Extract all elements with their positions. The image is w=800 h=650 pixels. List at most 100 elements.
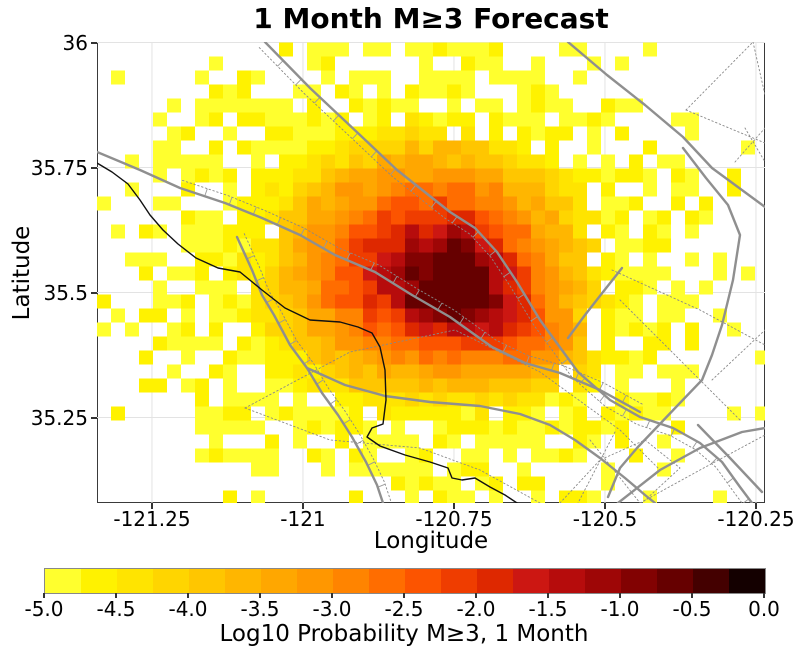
heatmap-cell — [391, 462, 405, 477]
fault-band-rung — [410, 184, 417, 192]
heatmap-cell — [265, 336, 279, 351]
heatmap-cell — [643, 406, 657, 421]
heatmap-cell — [517, 476, 531, 491]
heatmap-cell — [279, 280, 293, 295]
x-tickmark — [301, 503, 304, 509]
heatmap-cell — [237, 210, 251, 225]
heatmap-cell — [251, 112, 265, 127]
heatmap-cell — [349, 336, 363, 351]
heatmap-cell — [475, 42, 489, 57]
heatmap-cell — [307, 210, 321, 225]
heatmap-cell — [223, 168, 237, 183]
heatmap-cell — [195, 420, 209, 435]
heatmap-cell — [405, 490, 419, 503]
heatmap-cell — [293, 434, 307, 449]
heatmap-cell — [293, 378, 307, 393]
heatmap-cell — [517, 140, 531, 155]
heatmap-cell — [181, 266, 195, 281]
heatmap-cell — [293, 420, 307, 435]
heatmap-cell — [279, 140, 293, 155]
heatmap-cell — [307, 336, 321, 351]
heatmap-cell — [559, 392, 573, 407]
heatmap-cell — [251, 140, 265, 155]
heatmap-cell — [419, 140, 433, 155]
fault-band-rung — [266, 298, 274, 303]
heatmap-cell — [559, 336, 573, 351]
heatmap-cell — [363, 350, 377, 365]
heatmap-cell — [237, 98, 251, 113]
heatmap-cell — [237, 140, 251, 155]
heatmap-cell — [251, 238, 265, 253]
heatmap-cell — [755, 406, 765, 421]
heatmap-cell — [153, 140, 167, 155]
heatmap-cell — [335, 42, 349, 57]
heatmap-cell — [321, 224, 335, 239]
heatmap-cell — [419, 238, 433, 253]
heatmap-cell — [209, 56, 223, 71]
heatmap-cell — [615, 224, 629, 239]
heatmap-cell — [489, 266, 503, 281]
heatmap-cell — [517, 210, 531, 225]
heatmap-cell — [293, 182, 307, 197]
heatmap-cell — [223, 182, 237, 197]
heatmap-cell — [545, 294, 559, 309]
dotted-boundary-line — [611, 269, 765, 346]
heatmap-cell — [517, 154, 531, 169]
heatmap-cell — [517, 252, 531, 267]
heatmap-cell — [671, 294, 685, 309]
heatmap-cell — [643, 238, 657, 253]
heatmap-cell — [685, 322, 699, 337]
heatmap-cell — [321, 406, 335, 421]
heatmap-cell — [167, 266, 181, 281]
heatmap-cell — [405, 434, 419, 449]
heatmap-cell — [461, 378, 475, 393]
heatmap-cell — [615, 364, 629, 379]
heatmap-cell — [545, 392, 559, 407]
heatmap-cell — [559, 238, 573, 253]
fault-band-rung — [352, 132, 359, 140]
heatmap-cell — [531, 182, 545, 197]
heatmap-cell — [181, 238, 195, 253]
heatmap-cell — [489, 322, 503, 337]
heatmap-cell — [587, 140, 601, 155]
heatmap-cell — [475, 98, 489, 113]
heatmap-cell — [503, 224, 517, 239]
heatmap-cell — [629, 294, 643, 309]
fault-band-rung — [392, 276, 398, 284]
heatmap-cell — [615, 294, 629, 309]
heatmap-cell — [335, 154, 349, 169]
heatmap-cell — [433, 350, 447, 365]
heatmap-cell — [447, 280, 461, 295]
heatmap-cell — [307, 252, 321, 267]
heatmap-cell — [405, 266, 419, 281]
fault-band-rung — [414, 289, 420, 298]
heatmap-cell — [573, 168, 587, 183]
heatmap-cell — [629, 238, 643, 253]
fault-band-rung — [252, 206, 257, 215]
heatmap-cell — [209, 280, 223, 295]
heatmap-cell — [587, 112, 601, 127]
fault-band-rung — [550, 362, 555, 371]
heatmap-cell — [545, 168, 559, 183]
heatmap-cell — [461, 238, 475, 253]
heatmap-cell — [685, 336, 699, 351]
heatmap-cell — [321, 182, 335, 197]
heatmap-cell — [461, 70, 475, 85]
heatmap-cell — [531, 98, 545, 113]
fault-band-rung — [599, 395, 605, 402]
colorbar-tickmark — [763, 593, 765, 598]
heatmap-cell — [475, 350, 489, 365]
heatmap-cell — [615, 210, 629, 225]
colorbar-tick-label: -4.0 — [168, 597, 208, 621]
heatmap-cell — [559, 266, 573, 281]
heatmap-cell — [405, 84, 419, 99]
heatmap-cell — [391, 322, 405, 337]
heatmap-cell — [363, 378, 377, 393]
heatmap-cell — [335, 392, 349, 407]
heatmap-cell — [307, 56, 321, 71]
heatmap-cell — [545, 266, 559, 281]
heatmap-cell — [237, 224, 251, 239]
heatmap-cell — [433, 364, 447, 379]
heatmap-cell — [405, 224, 419, 239]
heatmap-cell — [643, 42, 657, 57]
